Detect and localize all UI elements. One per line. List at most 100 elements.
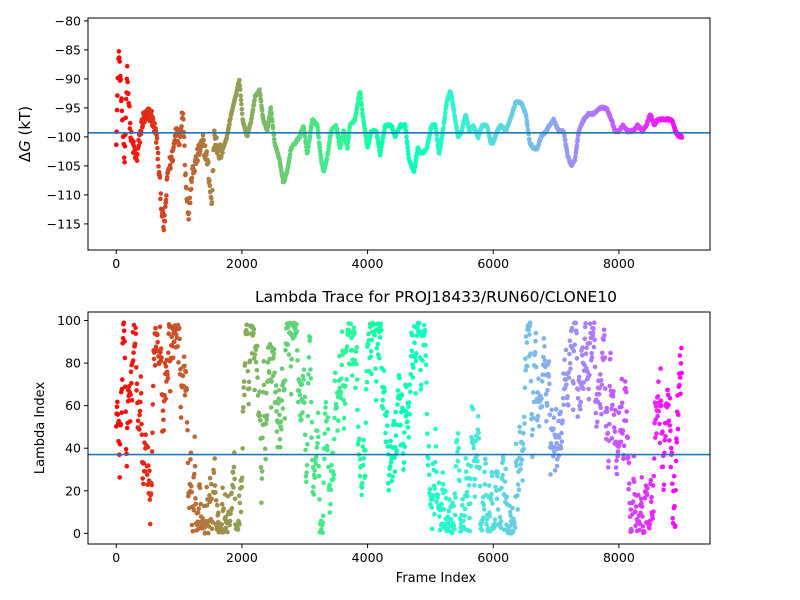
lambda-point — [147, 468, 152, 474]
lambda-point — [629, 528, 634, 534]
delta-g-point — [158, 196, 163, 202]
lambda-point — [406, 404, 411, 410]
lambda-point — [571, 348, 577, 354]
lambda-point — [352, 358, 358, 363]
lambda-point — [619, 400, 625, 406]
lambda-point — [282, 387, 287, 392]
lambda-point — [267, 370, 272, 376]
delta-g-point — [152, 121, 157, 126]
lambda-point — [563, 377, 568, 383]
lambda-point — [648, 499, 654, 505]
lambda-point — [535, 418, 540, 423]
lambda-point — [216, 510, 221, 516]
delta-g-y-tick-label: −110 — [47, 187, 81, 202]
delta-g-point — [441, 125, 446, 131]
delta-g-point — [114, 142, 119, 147]
lambda-point — [403, 384, 409, 390]
lambda-point — [327, 482, 332, 488]
lambda-point — [489, 473, 495, 479]
lambda-point — [133, 331, 139, 337]
lambda-point — [312, 468, 317, 473]
lambda-point — [536, 376, 541, 382]
lambda-point — [673, 488, 678, 493]
lambda-point — [162, 392, 167, 398]
lambda-point — [274, 409, 279, 414]
lambda-point — [535, 413, 541, 419]
lambda-point — [512, 525, 518, 530]
lambda-point — [492, 521, 498, 527]
lambda-point — [448, 516, 454, 522]
lambda-point — [668, 464, 674, 470]
lambda-point — [151, 356, 157, 362]
lambda-point — [385, 423, 390, 429]
delta-g-point — [177, 142, 182, 147]
lambda-point — [446, 497, 452, 502]
lambda-point — [163, 396, 168, 402]
lambda-point — [661, 482, 667, 488]
lambda-point — [495, 507, 501, 512]
lambda-point — [536, 423, 542, 429]
delta-g-point — [150, 117, 156, 123]
lambda-point — [460, 497, 466, 502]
lambda-point — [625, 435, 631, 441]
delta-g-point — [315, 128, 321, 133]
lambda-point — [611, 412, 617, 418]
lambda-point — [638, 496, 644, 502]
lambda-point — [209, 496, 214, 502]
lambda-point — [307, 335, 313, 341]
delta-g-point — [212, 128, 217, 134]
lambda-point — [575, 396, 581, 401]
lambda-point — [403, 414, 409, 419]
delta-g-point — [200, 133, 206, 138]
lambda-point — [279, 398, 285, 403]
lambda-point — [124, 463, 130, 469]
lambda-point — [261, 359, 267, 364]
lambda-point — [462, 513, 467, 519]
lambda-point — [427, 486, 433, 492]
lambda-y-axis-label: Lambda Index — [33, 382, 48, 475]
lambda-point — [305, 381, 311, 386]
lambda-point — [232, 496, 238, 502]
lambda-point — [397, 375, 402, 381]
lambda-point — [679, 345, 684, 351]
lambda-point — [189, 522, 195, 528]
delta-g-point — [168, 166, 173, 171]
lambda-point — [377, 335, 383, 340]
lambda-point — [526, 327, 531, 333]
lambda-point — [189, 489, 194, 495]
lambda-point — [137, 412, 142, 418]
lambda-point — [178, 404, 183, 410]
lambda-point — [159, 355, 164, 361]
lambda-point — [128, 369, 134, 375]
delta-g-point — [126, 91, 131, 96]
lambda-point — [639, 504, 645, 509]
lambda-point — [464, 489, 470, 495]
lambda-point — [561, 402, 566, 408]
lambda-point — [306, 372, 311, 377]
lambda-point — [676, 412, 681, 418]
delta-g-point — [346, 133, 352, 139]
lambda-x-ticks: 0 2000 4000 6000 8000 — [112, 544, 635, 565]
lambda-point — [651, 456, 657, 461]
lambda-point — [123, 384, 128, 390]
lambda-point — [449, 530, 455, 536]
delta-g-point — [180, 111, 186, 117]
lambda-point — [648, 477, 654, 483]
lambda-point — [304, 463, 310, 468]
lambda-point — [621, 443, 627, 449]
lambda-point — [344, 377, 349, 382]
lambda-point — [259, 476, 265, 481]
delta-g-point — [268, 105, 274, 110]
lambda-point — [306, 355, 312, 360]
delta-g-point — [187, 200, 193, 206]
delta-g-point — [201, 137, 206, 143]
lambda-point — [219, 522, 225, 527]
lambda-point — [487, 529, 493, 534]
lambda-axes-frame — [87, 311, 711, 545]
lambda-point — [399, 393, 405, 398]
lambda-x-tick-label: 0 — [112, 550, 120, 565]
lambda-point — [264, 413, 270, 418]
lambda-point — [482, 482, 488, 487]
lambda-point — [180, 373, 186, 379]
lambda-point — [322, 456, 327, 462]
